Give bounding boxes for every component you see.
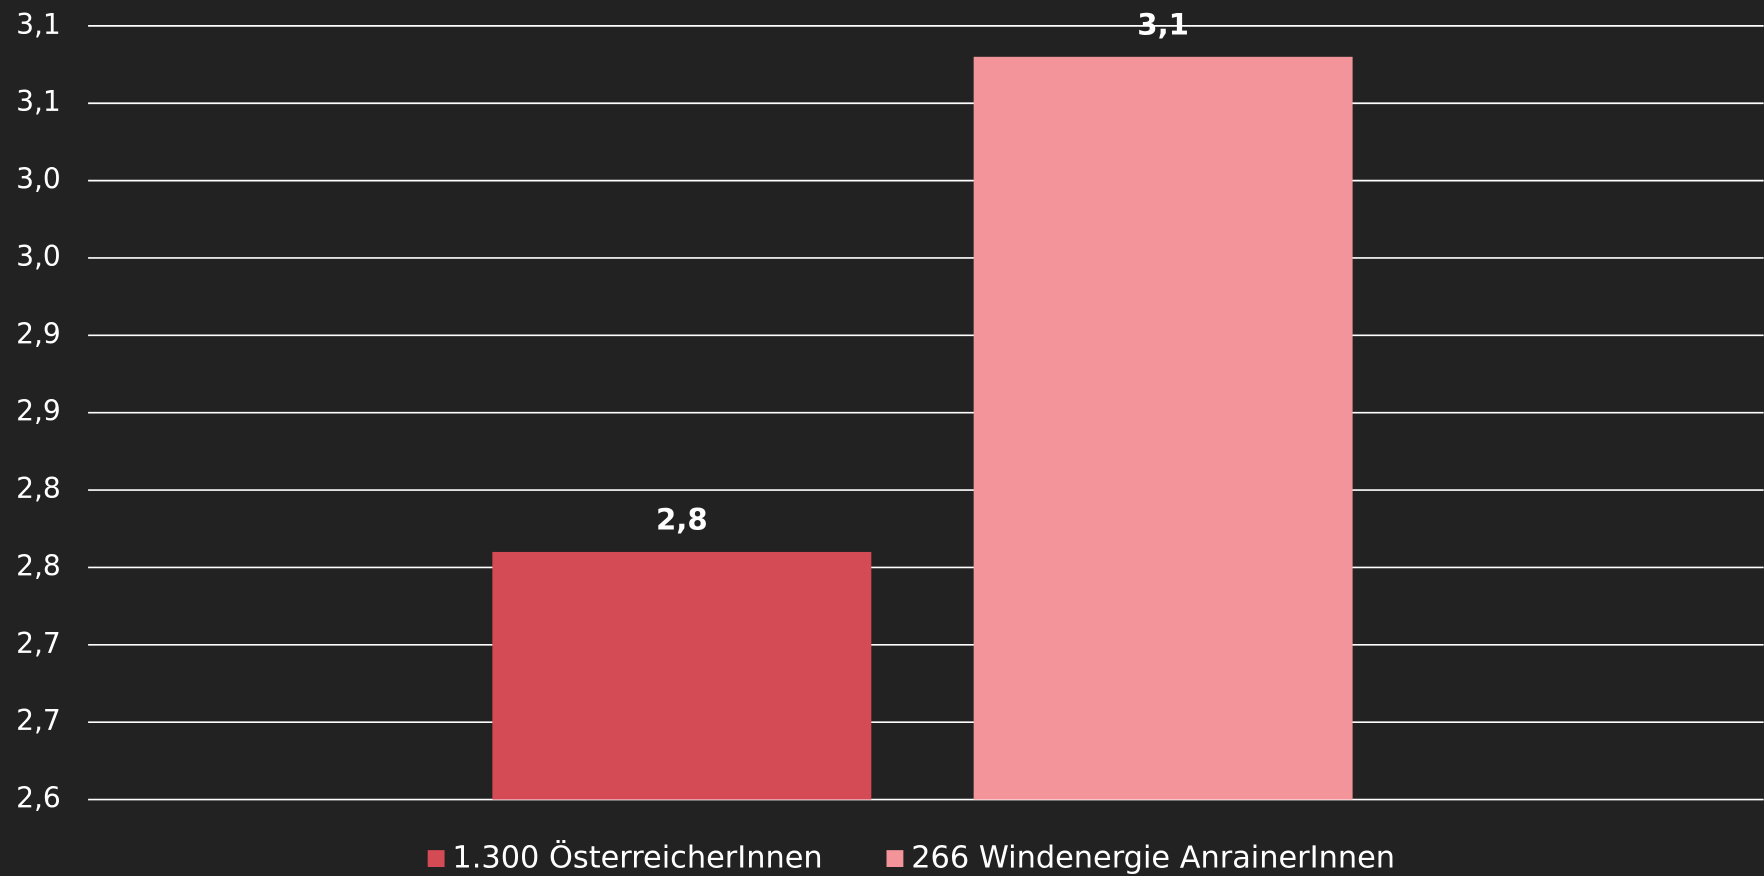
y-tick-label: 2,8: [16, 472, 61, 505]
y-tick-label: 3,1: [16, 85, 61, 118]
y-tick-label: 2,7: [16, 627, 61, 660]
data-label: 3,1: [1137, 7, 1189, 41]
y-tick-label: 2,9: [16, 395, 61, 428]
data-label: 2,8: [656, 503, 708, 537]
legend-swatch: [427, 850, 445, 868]
y-tick-label: 2,9: [16, 317, 61, 350]
y-tick-label: 2,7: [16, 704, 61, 737]
y-tick-label: 3,0: [16, 163, 61, 196]
bar: [973, 56, 1353, 800]
legend-label: 266 Windenergie AnrainerInnen: [911, 841, 1395, 876]
y-tick-label: 2,6: [16, 782, 61, 815]
legend-swatch: [886, 850, 904, 868]
legend-label: 1.300 ÖsterreicherInnen: [452, 840, 822, 876]
y-tick-label: 2,8: [16, 549, 61, 582]
bar: [492, 551, 872, 800]
y-tick-label: 3,1: [16, 8, 61, 41]
y-tick-label: 3,0: [16, 240, 61, 273]
